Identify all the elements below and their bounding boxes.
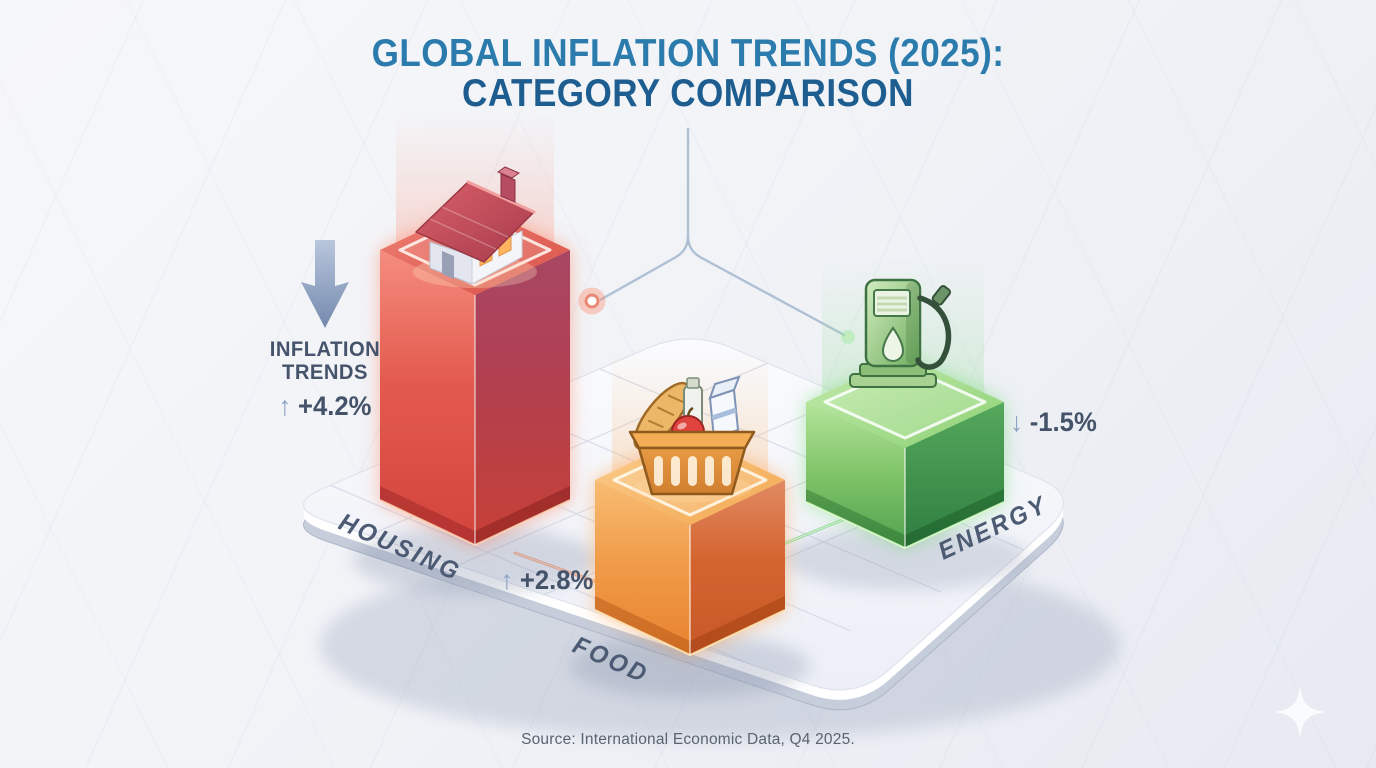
annotation-energy: ↓ -1.5% <box>1010 407 1096 438</box>
up-arrow-glyph: ↑ <box>500 565 514 595</box>
connector-node-red <box>578 287 606 315</box>
title-line-1: GLOBAL INFLATION TRENDS (2025): <box>371 32 1005 75</box>
page-title: GLOBAL INFLATION TRENDS (2025): CATEGORY… <box>69 34 1307 114</box>
legend-value-row: ↑ +4.2% <box>256 391 395 422</box>
legend-heading-line-2: TRENDS <box>282 360 368 384</box>
legend-heading: INFLATION TRENDS <box>256 338 393 384</box>
food-bar-shadow <box>570 634 810 698</box>
food-value: +2.8% <box>519 565 594 595</box>
energy-bar-shadow <box>783 526 1027 590</box>
down-arrow-glyph: ↓ <box>1010 407 1024 437</box>
energy-bar <box>805 356 1005 550</box>
housing-bar <box>379 205 571 547</box>
house-icon <box>413 166 537 288</box>
annotation-food: ↑ +2.8% <box>500 565 593 596</box>
energy-value: -1.5% <box>1029 407 1097 437</box>
title-line-2: CATEGORY COMPARISON <box>462 72 914 115</box>
housing-bar-shadow <box>353 526 597 594</box>
sparkle-icon <box>1274 686 1326 738</box>
legend-heading-line-1: INFLATION <box>269 337 381 361</box>
source-note: Source: International Economic Data, Q4 … <box>521 731 855 748</box>
fuel-pump-icon <box>849 278 952 388</box>
housing-value: +4.2% <box>298 391 372 421</box>
connector-lines <box>578 128 855 344</box>
inflation-down-arrow-icon <box>301 240 349 328</box>
grocery-basket-icon <box>628 375 756 502</box>
inflation-legend: INFLATION TRENDS ↑ +4.2% <box>252 240 398 422</box>
up-arrow-glyph: ↑ <box>278 391 292 421</box>
